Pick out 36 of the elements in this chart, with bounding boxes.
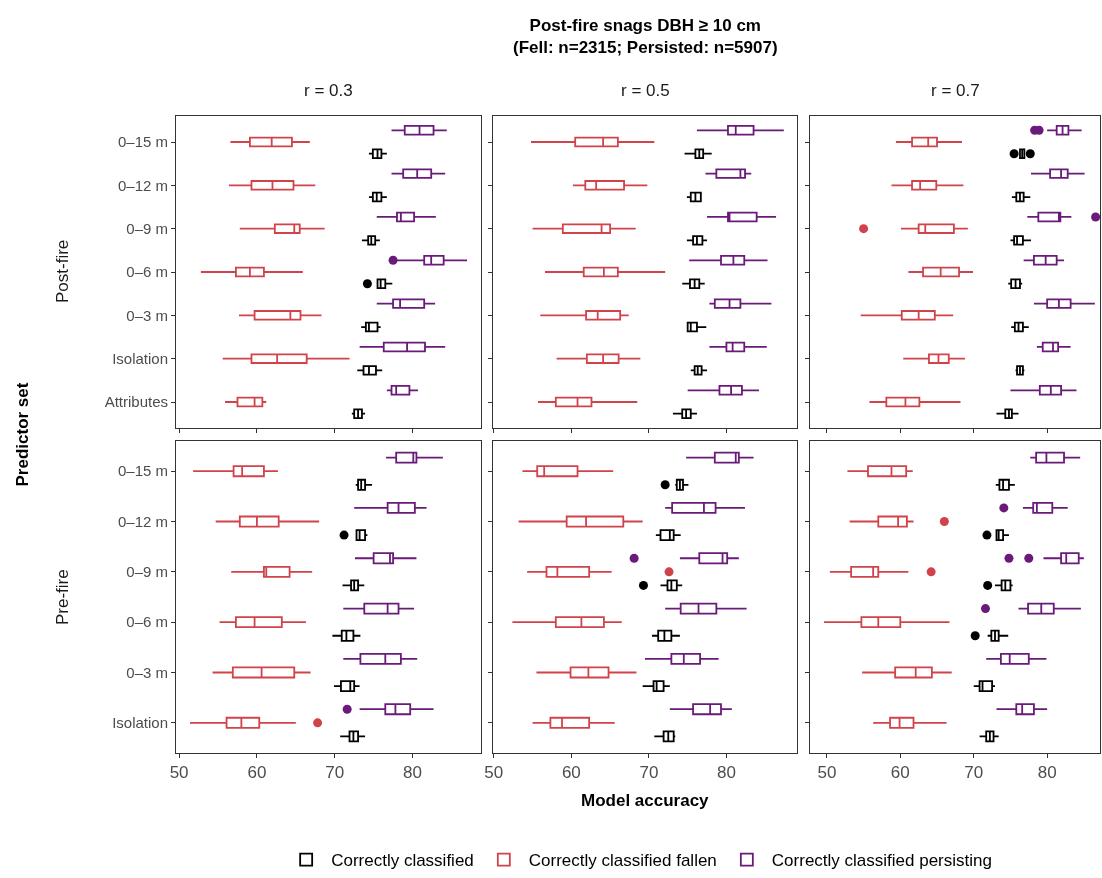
x-tick-label: 60 [561,763,581,783]
chart-subtitle: r = 0.3 [304,81,353,100]
y-axis-title: Post-fire [53,239,72,303]
x-tick-label: 70 [639,763,659,783]
y-tick-label: 0–15 m [117,462,168,480]
x-tick-label: 70 [325,763,345,783]
y-tick-label: 0–15 m [117,133,168,151]
text: Predictor set [12,382,32,487]
x-tick-label: 50 [169,763,189,783]
y-tick-label: 0–6 m [126,613,168,631]
y-tick-label: 0–3 m [126,663,168,681]
x-tick-label: 50 [817,763,837,783]
y-tick-label: 0–6 m [126,263,168,281]
y-tick-label: 0–9 m [126,219,168,237]
x-tick-label: 80 [1037,763,1057,783]
chart-subtitle: r = 0.7 [931,81,980,100]
y-tick-label: Isolation [112,714,168,732]
chart-title: Post-fire snags DBH ≥ 10 cm (Fell: n=2315; Persisted: n=5907) [513,16,778,58]
legend-label: Correctly classified [331,851,474,871]
y-tick-label: 0–12 m [117,176,168,194]
y-tick-label: Isolation [112,349,168,367]
x-tick-label: 80 [403,763,422,783]
legend-label: Correctly classified persisting [771,851,992,871]
y-tick-label: Attributes [104,393,168,411]
x-tick-label: 80 [716,763,736,783]
x-tick-label: 60 [890,763,910,783]
x-axis-title: Model accuracy [581,791,710,810]
x-tick-label: 60 [247,763,267,783]
y-tick-label: 0–12 m [117,512,168,530]
x-tick-label: 70 [964,763,984,783]
y-tick-label: 0–9 m [126,563,168,581]
x-tick-label: 50 [484,763,504,783]
y-tick-label: 0–3 m [126,306,168,324]
legend-label: Correctly classified fallen [528,851,717,871]
y-axis-title: Pre-fire [53,569,72,625]
chart-subtitle: r = 0.5 [621,81,670,100]
